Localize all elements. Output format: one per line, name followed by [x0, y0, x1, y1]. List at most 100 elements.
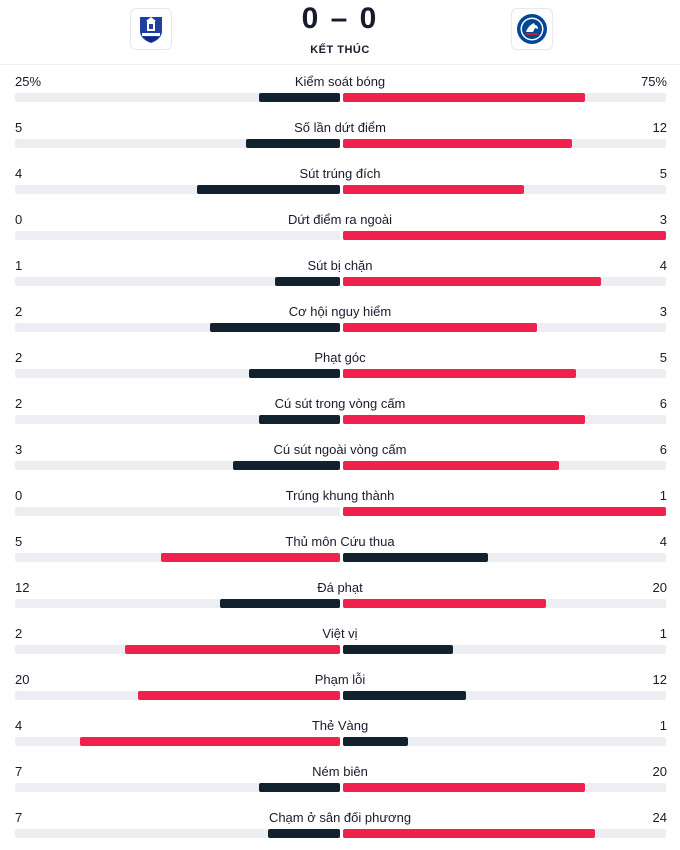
home-bar-fill: [210, 323, 340, 332]
away-stat-value: 6: [659, 396, 667, 411]
away-stat-value: 5: [659, 166, 667, 181]
away-bar-fill: [343, 415, 585, 424]
stats-list: 25% Kiểm soát bóng 75% 5 Số lần dứt điểm 12 4 S…: [0, 68, 680, 850]
stat-row: 2 Việt vị 1: [0, 620, 680, 666]
home-bar-track: [15, 737, 340, 746]
home-stat-value: 2: [15, 304, 23, 319]
home-bar-track: [15, 829, 340, 838]
stat-label: Thủ môn Cứu thua: [285, 534, 395, 549]
home-bar-track: [15, 783, 340, 792]
away-stat-value: 6: [659, 442, 667, 457]
away-bar-fill: [343, 599, 546, 608]
away-stat-value: 4: [659, 258, 667, 273]
away-stat-value: 24: [652, 810, 667, 825]
home-stat-value: 2: [15, 626, 23, 641]
match-score: 0 – 0: [301, 2, 379, 35]
away-bar-fill: [343, 323, 537, 332]
away-bar-fill: [343, 93, 585, 102]
away-bar-track: [343, 645, 666, 654]
stat-label: Cú sút ngoài vòng cấm: [273, 442, 407, 457]
away-team-logo[interactable]: [511, 8, 553, 50]
home-bar-track: [15, 415, 340, 424]
away-bar-track: [343, 829, 666, 838]
away-bar-track: [343, 185, 666, 194]
stat-row: 25% Kiểm soát bóng 75%: [0, 68, 680, 114]
home-stat-value: 4: [15, 166, 23, 181]
away-bar-track: [343, 231, 666, 240]
away-bar-fill: [343, 185, 524, 194]
away-stat-value: 5: [659, 350, 667, 365]
away-stat-value: 20: [652, 764, 667, 779]
home-stat-value: 7: [15, 764, 23, 779]
away-bar-track: [343, 599, 666, 608]
away-bar-fill: [343, 461, 559, 470]
home-team-logo[interactable]: [130, 8, 172, 50]
away-bar-fill: [343, 507, 666, 516]
home-bar-track: [15, 645, 340, 654]
stat-label: Đá phạt: [317, 580, 363, 595]
away-stat-value: 1: [659, 488, 667, 503]
away-bar-track: [343, 737, 666, 746]
home-bar-track: [15, 185, 340, 194]
away-stat-value: 4: [659, 534, 667, 549]
home-bar-fill: [197, 185, 340, 194]
home-stat-value: 5: [15, 534, 23, 549]
home-bar-fill: [220, 599, 340, 608]
away-bar-track: [343, 369, 666, 378]
away-bar-track: [343, 93, 666, 102]
home-bar-track: [15, 691, 340, 700]
home-bar-fill: [259, 783, 340, 792]
home-bar-fill: [161, 553, 340, 562]
stat-label: Số lần dứt điểm: [294, 120, 386, 135]
home-bar-fill: [80, 737, 340, 746]
stat-label: Ném biên: [312, 764, 368, 779]
away-stat-value: 20: [652, 580, 667, 595]
stat-row: 20 Phạm lỗi 12: [0, 666, 680, 712]
away-bar-fill: [343, 645, 453, 654]
stat-row: 4 Sút trúng đích 5: [0, 160, 680, 206]
match-status: KẾT THÚC: [310, 44, 370, 56]
away-bar-track: [343, 277, 666, 286]
home-stat-value: 3: [15, 442, 23, 457]
home-bar-fill: [259, 415, 340, 424]
home-bar-fill: [125, 645, 340, 654]
stat-label: Trúng khung thành: [285, 488, 395, 503]
home-bar-track: [15, 507, 340, 516]
everton-crest-icon: [140, 17, 162, 43]
away-bar-fill: [343, 829, 595, 838]
stat-row: 2 Cơ hội nguy hiểm 3: [0, 298, 680, 344]
home-bar-fill: [233, 461, 340, 470]
home-bar-fill: [249, 369, 340, 378]
home-bar-fill: [259, 93, 340, 102]
stat-row: 4 Thẻ Vàng 1: [0, 712, 680, 758]
home-bar-track: [15, 369, 340, 378]
home-stat-value: 5: [15, 120, 23, 135]
stat-label: Chạm ở sân đối phương: [268, 810, 412, 825]
away-stat-value: 75%: [640, 74, 667, 89]
stat-row: 5 Số lần dứt điểm 12: [0, 114, 680, 160]
home-bar-fill: [275, 277, 340, 286]
home-bar-fill: [138, 691, 340, 700]
away-bar-track: [343, 507, 666, 516]
stat-label: Cú sút trong vòng cấm: [274, 396, 406, 411]
away-bar-track: [343, 139, 666, 148]
away-bar-track: [343, 553, 666, 562]
away-bar-fill: [343, 231, 666, 240]
home-bar-track: [15, 553, 340, 562]
away-bar-fill: [343, 139, 572, 148]
away-stat-value: 1: [659, 626, 667, 641]
home-stat-value: 2: [15, 396, 23, 411]
home-bar-track: [15, 93, 340, 102]
home-bar-track: [15, 323, 340, 332]
stat-row: 1 Sút bị chặn 4: [0, 252, 680, 298]
away-bar-track: [343, 415, 666, 424]
stat-label: Sút trúng đích: [299, 166, 381, 181]
home-stat-value: 2: [15, 350, 23, 365]
away-bar-fill: [343, 783, 585, 792]
home-bar-track: [15, 277, 340, 286]
home-bar-track: [15, 231, 340, 240]
home-stat-value: 0: [15, 212, 23, 227]
home-stat-value: 25%: [15, 74, 42, 89]
stat-row: 7 Chạm ở sân đối phương 24: [0, 804, 680, 850]
stat-row: 5 Thủ môn Cứu thua 4: [0, 528, 680, 574]
